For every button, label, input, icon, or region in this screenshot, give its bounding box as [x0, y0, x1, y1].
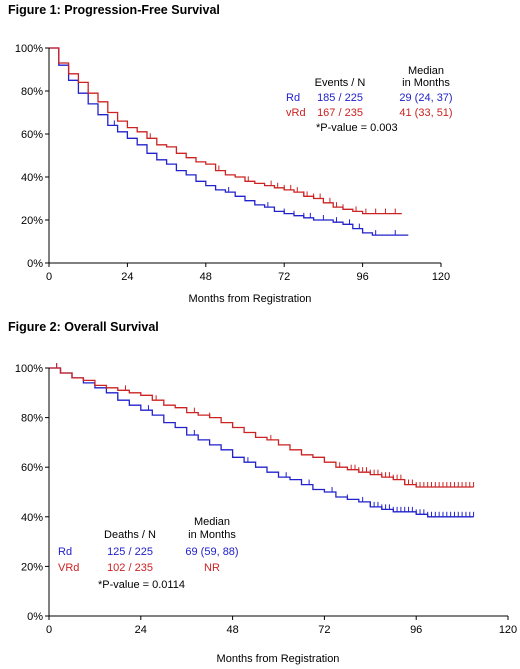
axes: 0% 20% 40% 60% 80% 100% 0 24 48 72 96 120 [15, 43, 450, 283]
legend-header-median: Median [194, 516, 230, 528]
x-tick-label: 24 [135, 624, 147, 636]
legend-events: 167 / 235 [317, 107, 363, 119]
pfs-chart: Figure 1: Progression-Free Survival 0% 20… [8, 3, 453, 305]
legend-pvalue: *P-value = 0.0114 [98, 579, 185, 591]
legend-events: 102 / 235 [107, 562, 153, 574]
legend-series-name: VRd [58, 562, 79, 574]
y-tick-label: 100% [15, 363, 43, 375]
x-tick-label: 72 [318, 624, 330, 636]
y-tick-label: 60% [21, 462, 43, 474]
y-tick-label: 20% [21, 215, 43, 227]
series-group [49, 47, 409, 236]
legend-series-name: Rd [58, 546, 72, 558]
legend-median: NR [204, 562, 220, 574]
series-group [49, 363, 475, 518]
x-tick-label: 0 [46, 271, 52, 283]
y-tick-label: 80% [21, 86, 43, 98]
series-line-vrd [49, 367, 474, 488]
y-tick-label: 40% [21, 172, 43, 184]
y-tick-label: 40% [21, 512, 43, 524]
x-tick-label: 120 [432, 271, 450, 283]
y-tick-label: 100% [15, 43, 43, 55]
x-tick-label: 24 [121, 271, 133, 283]
legend-header-count: Events / N [315, 77, 366, 89]
legend-header-count: Deaths / N [104, 529, 156, 541]
legend-events: 185 / 225 [317, 92, 363, 104]
x-axis-label: Months from Registration [217, 653, 340, 665]
legend-median: 41 (33, 51) [399, 107, 452, 119]
x-tick-label: 96 [356, 271, 368, 283]
legend-header-months: in Months [188, 529, 236, 541]
y-tick-label: 60% [21, 129, 43, 141]
series-line-rd [49, 367, 474, 518]
x-tick-label: 120 [499, 624, 517, 636]
axes: 0% 20% 40% 60% 80% 100% 0 24 48 72 96 120 [15, 363, 517, 636]
legend-header-median: Median [408, 65, 444, 77]
legend-events: 125 / 225 [107, 546, 153, 558]
y-tick-label: 80% [21, 413, 43, 425]
os-chart: Figure 2: Overall Survival 0% 20% 40% 60% 80… [8, 320, 517, 665]
y-tick-label: 20% [21, 561, 43, 573]
legend-median: 69 (59, 88) [185, 546, 238, 558]
legend-header-months: in Months [402, 77, 450, 89]
legend-pvalue: *P-value = 0.003 [316, 122, 398, 134]
legend-series-name: Rd [286, 92, 300, 104]
legend-series-name: vRd [286, 107, 306, 119]
chart-title: Figure 2: Overall Survival [8, 320, 159, 334]
x-tick-label: 72 [278, 271, 290, 283]
chart-title: Figure 1: Progression-Free Survival [8, 3, 220, 17]
y-tick-label: 0% [27, 258, 43, 270]
x-tick-label: 0 [46, 624, 52, 636]
x-axis-label: Months from Registration [189, 293, 312, 305]
x-tick-label: 96 [410, 624, 422, 636]
legend-median: 29 (24, 37) [399, 92, 452, 104]
y-tick-label: 0% [27, 611, 43, 623]
series-line-rd [49, 47, 409, 236]
x-tick-label: 48 [200, 271, 212, 283]
x-tick-label: 48 [226, 624, 238, 636]
